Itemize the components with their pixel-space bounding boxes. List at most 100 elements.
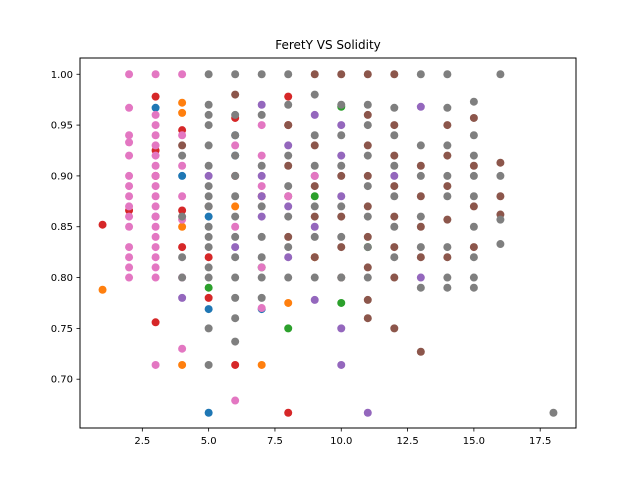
scatter-point [178, 141, 187, 150]
scatter-point [178, 151, 187, 160]
scatter-point [284, 182, 293, 191]
scatter-point [125, 171, 134, 180]
scatter-point [178, 161, 187, 170]
scatter-point [469, 192, 478, 201]
scatter-point [416, 192, 425, 201]
scatter-point [231, 212, 240, 221]
scatter-point [178, 293, 187, 302]
scatter-point [204, 212, 213, 221]
scatter-point [443, 121, 452, 130]
scatter-point [469, 131, 478, 140]
scatter-point [337, 232, 346, 241]
scatter-point [125, 202, 134, 211]
scatter-point [390, 212, 399, 221]
scatter-point [469, 113, 478, 122]
scatter-point [363, 171, 372, 180]
scatter-point [363, 151, 372, 160]
scatter-point [284, 324, 293, 333]
scatter-point [204, 293, 213, 302]
scatter-point [469, 202, 478, 211]
scatter-point [416, 283, 425, 292]
scatter-point [337, 131, 346, 140]
scatter-point [204, 110, 213, 119]
scatter-point [416, 161, 425, 170]
scatter-point [178, 344, 187, 353]
scatter-point [231, 110, 240, 119]
scatter-point [204, 305, 213, 314]
scatter-point [125, 273, 134, 282]
scatter-point [363, 202, 372, 211]
scatter-point [337, 212, 346, 221]
scatter-point [363, 295, 372, 304]
scatter-point [390, 151, 399, 160]
scatter-point [257, 182, 266, 191]
scatter-point [151, 70, 160, 79]
scatter-point [310, 131, 319, 140]
scatter-point [204, 408, 213, 417]
scatter-point [204, 360, 213, 369]
scatter-point [337, 192, 346, 201]
scatter-point [443, 182, 452, 191]
scatter-point [178, 206, 187, 215]
scatter-point [363, 121, 372, 130]
scatter-point [310, 253, 319, 262]
scatter-point [204, 263, 213, 272]
scatter-point [310, 110, 319, 119]
y-tick-label: 0.70 [51, 375, 73, 386]
scatter-point [284, 141, 293, 150]
scatter-point [496, 158, 505, 167]
x-tick-label: 7.5 [267, 436, 283, 447]
scatter-point [231, 273, 240, 282]
scatter-point [337, 324, 346, 333]
scatter-point [310, 222, 319, 231]
scatter-point [337, 161, 346, 170]
scatter-point [257, 263, 266, 272]
scatter-point [416, 102, 425, 111]
scatter-point [257, 161, 266, 170]
scatter-point [390, 161, 399, 170]
scatter-point [390, 222, 399, 231]
scatter-point [284, 273, 293, 282]
scatter-point [151, 151, 160, 160]
scatter-point [416, 273, 425, 282]
scatter-point [125, 243, 134, 252]
scatter-point [443, 273, 452, 282]
scatter-point [363, 100, 372, 109]
scatter-point [390, 273, 399, 282]
scatter-point [443, 192, 452, 201]
scatter-point [178, 360, 187, 369]
scatter-point [416, 70, 425, 79]
scatter-point [151, 103, 160, 112]
scatter-point [284, 92, 293, 101]
scatter-point [284, 408, 293, 417]
scatter-point [125, 138, 134, 147]
scatter-point [416, 243, 425, 252]
scatter-point [231, 337, 240, 346]
scatter-point [310, 212, 319, 221]
scatter-point [310, 141, 319, 150]
scatter-point [125, 212, 134, 221]
scatter-point [469, 283, 478, 292]
x-tick-label: 15.0 [463, 436, 485, 447]
scatter-point [231, 70, 240, 79]
scatter-point [390, 121, 399, 130]
scatter-point [178, 273, 187, 282]
scatter-point [178, 171, 187, 180]
scatter-point [390, 182, 399, 191]
scatter-point [469, 273, 478, 282]
scatter-point [443, 103, 452, 112]
scatter-point [178, 212, 187, 221]
scatter-point [284, 100, 293, 109]
scatter-point [310, 232, 319, 241]
scatter-point [416, 212, 425, 221]
scatter-point [443, 283, 452, 292]
scatter-point [204, 243, 213, 252]
scatter-point [363, 232, 372, 241]
scatter-point [337, 100, 346, 109]
scatter-point [257, 212, 266, 221]
scatter-point [151, 121, 160, 130]
scatter-point [257, 151, 266, 160]
x-tick-label: 2.5 [134, 436, 150, 447]
scatter-point [204, 324, 213, 333]
scatter-point [151, 212, 160, 221]
